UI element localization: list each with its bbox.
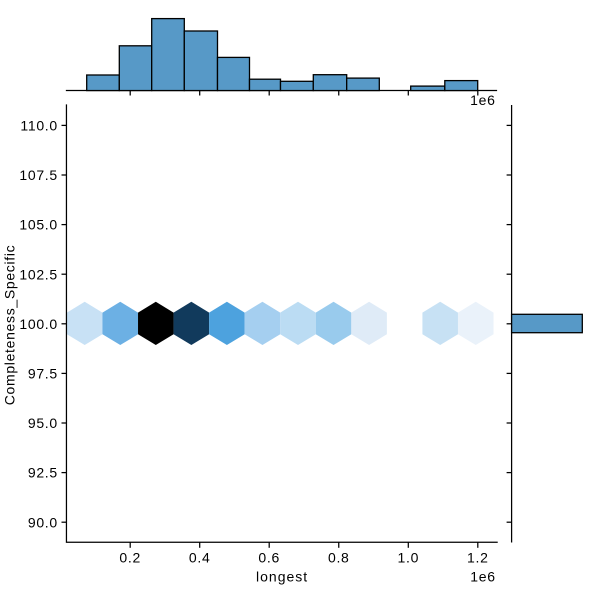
svg-text:0.6: 0.6 <box>258 549 280 565</box>
svg-text:92.5: 92.5 <box>28 465 58 481</box>
svg-text:0.4: 0.4 <box>189 549 211 565</box>
svg-text:97.5: 97.5 <box>28 366 58 382</box>
svg-text:1e6: 1e6 <box>470 92 495 108</box>
svg-text:102.5: 102.5 <box>19 266 58 282</box>
svg-text:107.5: 107.5 <box>19 167 58 183</box>
svg-text:100.0: 100.0 <box>19 316 58 332</box>
svg-text:0.2: 0.2 <box>119 549 141 565</box>
svg-text:95.0: 95.0 <box>28 415 58 431</box>
svg-text:longest: longest <box>256 568 308 584</box>
svg-text:1.0: 1.0 <box>398 549 420 565</box>
svg-text:1.2: 1.2 <box>467 549 489 565</box>
svg-text:105.0: 105.0 <box>19 217 58 233</box>
svg-text:Completeness_Specific: Completeness_Specific <box>1 245 17 406</box>
svg-text:1e6: 1e6 <box>470 568 495 584</box>
svg-text:0.8: 0.8 <box>328 549 350 565</box>
svg-text:110.0: 110.0 <box>20 118 58 134</box>
svg-text:90.0: 90.0 <box>28 514 58 530</box>
